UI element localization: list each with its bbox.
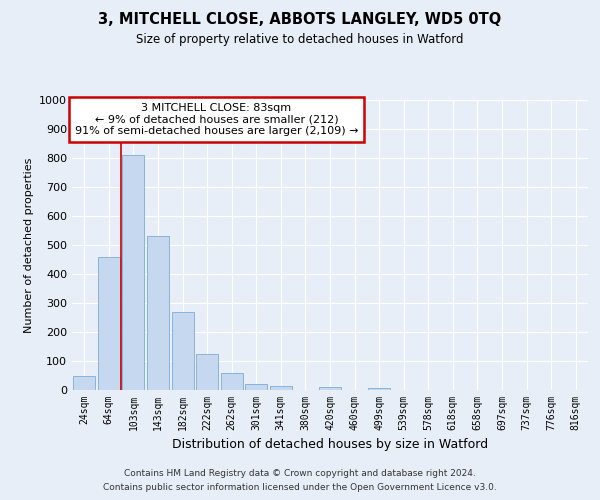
Bar [221,374,243,390]
Text: 3 MITCHELL CLOSE: 83sqm
← 9% of detached houses are smaller (212)
91% of semi-de: 3 MITCHELL CLOSE: 83sqm ← 9% of detached… [75,103,358,136]
Bar [319,387,341,390]
Text: Size of property relative to detached houses in Watford: Size of property relative to detached ho… [136,32,464,46]
Bar [196,354,218,390]
Text: Contains HM Land Registry data © Crown copyright and database right 2024.: Contains HM Land Registry data © Crown c… [124,468,476,477]
Y-axis label: Number of detached properties: Number of detached properties [23,158,34,332]
Bar [98,256,120,390]
Bar [245,384,268,390]
X-axis label: Distribution of detached houses by size in Watford: Distribution of detached houses by size … [172,438,488,452]
Bar [147,236,169,390]
Bar [368,388,390,390]
Text: 3, MITCHELL CLOSE, ABBOTS LANGLEY, WD5 0TQ: 3, MITCHELL CLOSE, ABBOTS LANGLEY, WD5 0… [98,12,502,28]
Bar [270,386,292,390]
Text: Contains public sector information licensed under the Open Government Licence v3: Contains public sector information licen… [103,484,497,492]
Bar [73,376,95,390]
Bar [172,312,194,390]
Bar [122,155,145,390]
